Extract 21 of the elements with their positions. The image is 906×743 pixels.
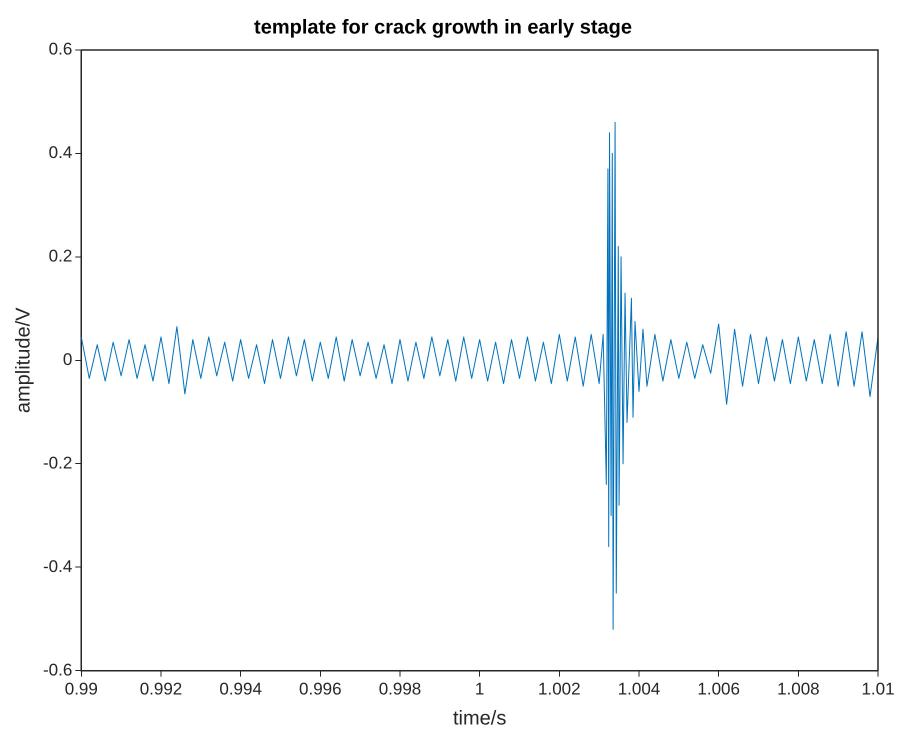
x-tick-label: 0.998 <box>378 679 422 698</box>
x-tick-label: 1 <box>474 679 484 698</box>
x-tick-label: 0.992 <box>140 679 182 698</box>
x-tick-label: 1.006 <box>697 679 740 698</box>
chart-title: template for crack growth in early stage <box>254 16 632 39</box>
y-tick-label: -0.2 <box>42 453 72 472</box>
x-tick-label: 0.994 <box>219 679 262 698</box>
y-tick-label: 0.4 <box>48 143 72 162</box>
y-tick-label: -0.6 <box>42 660 72 680</box>
y-tick-label: -0.4 <box>42 556 72 576</box>
y-tick-label: 0 <box>62 350 72 369</box>
y-tick-label: 0.6 <box>48 40 72 59</box>
x-tick-label: 1.002 <box>538 679 581 698</box>
x-tick-label: 1.008 <box>777 679 820 698</box>
x-tick-label: 0.99 <box>64 679 98 698</box>
x-axis-title: time/s <box>452 708 506 730</box>
y-tick-label: 0.2 <box>48 246 72 266</box>
y-axis-title: amplitude/V <box>12 306 35 414</box>
x-tick-label: 0.996 <box>299 679 342 698</box>
x-tick-label: 1.004 <box>618 679 660 698</box>
x-tick-label: 1.01 <box>861 679 895 698</box>
